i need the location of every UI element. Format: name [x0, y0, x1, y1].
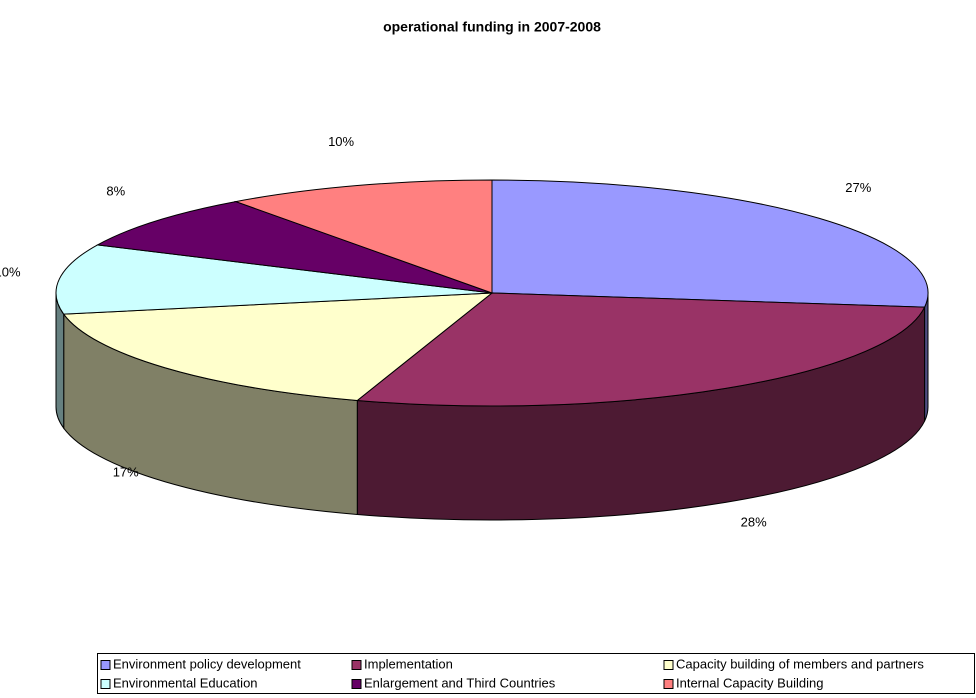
legend-label: Implementation	[364, 656, 453, 671]
pie-slice	[55, 244, 493, 315]
legend-label: Capacity building of members and partner…	[676, 656, 924, 671]
pie-slice	[491, 179, 929, 308]
data-label: 27%	[845, 180, 871, 195]
pie-slice	[62, 292, 494, 401]
legend-label: Internal Capacity Building	[676, 675, 823, 690]
pie-slice	[355, 292, 926, 407]
legend-swatch	[351, 679, 362, 689]
pie-slice	[233, 179, 493, 294]
data-label: 28%	[741, 514, 767, 529]
chart-title: operational funding in 2007-2008	[383, 19, 601, 35]
data-label: 10%	[328, 134, 354, 149]
pie-slice	[95, 201, 493, 294]
legend-swatch	[663, 660, 674, 670]
legend-label: Environmental Education	[113, 675, 258, 690]
data-label: 17%	[113, 464, 139, 479]
legend-label: Enlargement and Third Countries	[364, 675, 556, 690]
legend-swatch	[351, 660, 362, 670]
data-label: 10%	[0, 265, 21, 280]
legend-box	[97, 653, 975, 694]
legend-swatch	[100, 679, 111, 689]
legend-swatch	[663, 679, 674, 689]
legend-label: Environment policy development	[113, 656, 301, 671]
data-label: 8%	[106, 184, 125, 199]
pie-side	[924, 292, 929, 422]
legend-swatch	[100, 660, 111, 670]
